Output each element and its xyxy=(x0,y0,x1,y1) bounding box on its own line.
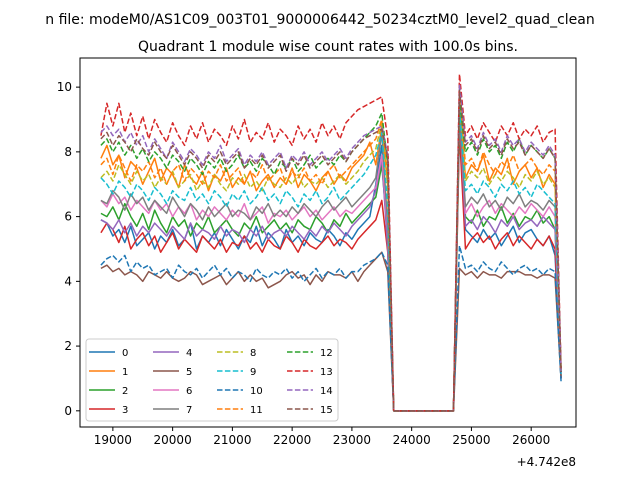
legend-label-1: 1 xyxy=(122,367,128,378)
plot-frame xyxy=(79,57,577,428)
series-line-7 xyxy=(100,112,562,412)
x-offset-label: +4.742e8 xyxy=(517,455,576,469)
legend-label-2: 2 xyxy=(122,386,128,397)
legend-label-14: 14 xyxy=(320,386,333,397)
x-tick-label: 24000 xyxy=(393,433,431,447)
y-axis: 0 2 4 6 8 10 xyxy=(57,80,80,418)
series-line-14 xyxy=(100,83,562,412)
legend-label-5: 5 xyxy=(186,367,192,378)
x-tick-label: 21000 xyxy=(213,433,251,447)
series-layer xyxy=(100,73,562,412)
legend-label-10: 10 xyxy=(250,386,263,397)
series-line-11 xyxy=(100,89,562,412)
y-tick-label: 2 xyxy=(64,339,72,353)
series-line-2 xyxy=(100,105,562,412)
legend-label-13: 13 xyxy=(320,367,333,378)
chart-title: Quadrant 1 module wise count rates with … xyxy=(138,39,518,55)
x-tick-label: 23000 xyxy=(333,433,371,447)
series-line-15 xyxy=(100,89,562,412)
y-tick-label: 10 xyxy=(57,80,72,94)
y-tick-label: 0 xyxy=(64,404,72,418)
series-line-8 xyxy=(100,96,562,412)
series-line-12 xyxy=(100,99,562,412)
series-line-0 xyxy=(100,118,562,412)
y-tick-label: 6 xyxy=(64,210,72,224)
legend-box xyxy=(85,338,339,422)
x-tick-label: 19000 xyxy=(94,433,132,447)
legend-label-9: 9 xyxy=(250,367,256,378)
y-tick-label: 8 xyxy=(64,145,72,159)
legend-label-8: 8 xyxy=(250,348,256,359)
series-line-6 xyxy=(100,109,562,412)
figure-suptitle: n file: modeM0/AS1C09_003T01_9000006442_… xyxy=(45,12,594,28)
legend-label-0: 0 xyxy=(122,348,128,359)
x-tick-label: 26000 xyxy=(512,433,550,447)
y-tick-label: 4 xyxy=(64,274,72,288)
x-tick-label: 22000 xyxy=(273,433,311,447)
legend-label-6: 6 xyxy=(186,386,192,397)
legend-label-7: 7 xyxy=(186,405,192,416)
x-axis: 19000 20000 21000 22000 23000 24000 25000 26000 xyxy=(94,427,550,447)
series-line-4 xyxy=(100,112,562,412)
legend-label-4: 4 xyxy=(186,348,192,359)
x-tick-label: 20000 xyxy=(154,433,192,447)
series-line-10 xyxy=(100,244,562,412)
series-line-3 xyxy=(100,131,562,412)
series-line-13 xyxy=(100,73,562,412)
legend-label-12: 12 xyxy=(320,348,333,359)
x-tick-label: 25000 xyxy=(452,433,490,447)
legend-label-11: 11 xyxy=(250,405,263,416)
legend-label-3: 3 xyxy=(122,405,128,416)
legend-label-15: 15 xyxy=(320,405,333,416)
series-line-9 xyxy=(100,105,562,412)
